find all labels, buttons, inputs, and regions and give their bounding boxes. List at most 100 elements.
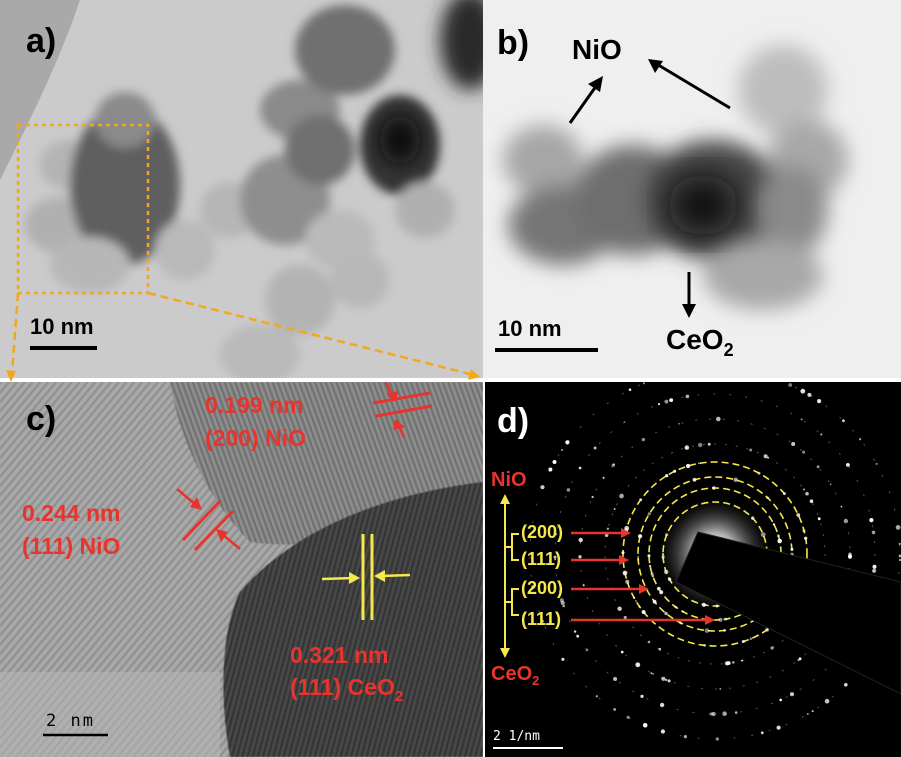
ceo2-plane: (111) CeO2 bbox=[290, 674, 403, 705]
diffraction-spot bbox=[660, 729, 665, 734]
diffraction-spot bbox=[817, 517, 821, 521]
diffraction-spot bbox=[665, 474, 669, 478]
panel-b-stem-image: b) NiO CeO2 10 nm bbox=[483, 0, 901, 378]
diffraction-spot bbox=[715, 737, 719, 741]
diffraction-spot bbox=[777, 534, 780, 537]
diffraction-spot bbox=[578, 555, 582, 559]
diffraction-spot bbox=[613, 708, 617, 711]
diffraction-spot bbox=[798, 657, 802, 661]
ring-label-3: (200) bbox=[521, 578, 564, 598]
diffraction-spot bbox=[667, 679, 671, 683]
diffraction-spot bbox=[665, 678, 668, 682]
panel-a-tem-image: a) 10 nm bbox=[0, 0, 483, 378]
diffraction-spot bbox=[591, 495, 594, 499]
diffraction-spot bbox=[659, 590, 664, 595]
diffraction-spot bbox=[642, 382, 645, 385]
diffraction-spot bbox=[602, 476, 605, 479]
diffraction-spot bbox=[663, 569, 669, 575]
diffraction-spot bbox=[802, 450, 806, 454]
diffraction-spot bbox=[777, 538, 782, 544]
diffraction-spot bbox=[741, 639, 745, 644]
diffraction-spot bbox=[661, 676, 666, 681]
panel-b-label: b) bbox=[497, 24, 530, 62]
diffraction-spot bbox=[760, 731, 764, 735]
diffraction-spot bbox=[685, 394, 690, 399]
diffraction-spot bbox=[650, 672, 653, 675]
diffraction-spot bbox=[619, 493, 624, 499]
diffraction-spot bbox=[712, 486, 716, 490]
diffraction-spot bbox=[669, 399, 671, 402]
diffraction-spot bbox=[664, 399, 669, 404]
diffraction-spot bbox=[640, 694, 644, 698]
diffraction-spot bbox=[772, 523, 776, 526]
panel-c-micrograph bbox=[0, 382, 483, 757]
diffraction-spot bbox=[638, 605, 641, 608]
scale-bar-label-b: 10 nm bbox=[498, 316, 562, 341]
diffraction-spot bbox=[659, 702, 665, 708]
d200-nio-value: 0.199 nm bbox=[205, 392, 304, 418]
diffraction-spot bbox=[635, 600, 637, 602]
diffraction-spot bbox=[716, 416, 721, 422]
diffraction-spot bbox=[844, 683, 848, 687]
diffraction-spot bbox=[541, 619, 544, 623]
diffraction-spot bbox=[625, 579, 630, 584]
panel-d-label: d) bbox=[497, 402, 530, 440]
diffraction-spot bbox=[797, 659, 800, 662]
diffraction-spot bbox=[578, 466, 582, 470]
diffraction-spot bbox=[875, 462, 878, 465]
diffraction-spot bbox=[757, 471, 761, 475]
diffraction-spot bbox=[578, 537, 583, 543]
diffraction-spot bbox=[623, 421, 626, 423]
diffraction-spot bbox=[898, 542, 901, 545]
diffraction-spot bbox=[734, 711, 738, 714]
diffraction-spot bbox=[641, 438, 645, 442]
diffraction-spot bbox=[788, 383, 793, 387]
panel-d-saed-pattern: d) NiO CeO2 (200) (111) (200) (111) 2 1/… bbox=[485, 382, 901, 757]
diffraction-spot bbox=[829, 483, 832, 486]
diffraction-spot bbox=[846, 463, 850, 467]
diffraction-spot bbox=[652, 599, 657, 604]
diffraction-spot bbox=[639, 498, 643, 502]
diffraction-spot bbox=[647, 512, 651, 516]
diffraction-spot bbox=[621, 551, 625, 555]
panel-a-label: a) bbox=[26, 22, 57, 60]
diffraction-spot bbox=[635, 662, 641, 668]
diffraction-spot bbox=[697, 462, 700, 465]
scale-bar-label-c: 2 nm bbox=[46, 711, 95, 731]
diffraction-spot bbox=[796, 513, 801, 517]
ceo2-label-b: CeO2 bbox=[666, 326, 734, 360]
diffraction-spot bbox=[585, 648, 589, 652]
diffraction-spot bbox=[711, 711, 716, 717]
diffraction-spot bbox=[606, 527, 610, 530]
diffraction-spot bbox=[751, 516, 755, 520]
diffraction-spot bbox=[573, 630, 577, 633]
d111-nio-plane: (111) NiO bbox=[22, 533, 121, 559]
diffraction-spot bbox=[703, 644, 706, 647]
diffraction-spot bbox=[871, 530, 876, 535]
diffraction-spot bbox=[622, 570, 628, 576]
diffraction-spot bbox=[658, 647, 662, 651]
diffraction-spot bbox=[667, 577, 672, 581]
diffraction-spot bbox=[800, 418, 803, 421]
diffraction-spot bbox=[637, 558, 640, 561]
diffraction-spot bbox=[561, 449, 563, 451]
ring-label-2: (111) bbox=[521, 549, 562, 569]
diffraction-spot bbox=[824, 698, 830, 704]
diffraction-spot bbox=[704, 628, 710, 633]
diffraction-spot bbox=[593, 446, 597, 450]
diffraction-spot bbox=[626, 715, 630, 719]
diffraction-spot bbox=[766, 496, 769, 499]
diffraction-spot bbox=[820, 433, 823, 436]
diffraction-spot bbox=[553, 555, 557, 559]
ceo2-plane-main: (111) CeO bbox=[290, 674, 395, 700]
diffraction-spot bbox=[805, 491, 809, 496]
diffraction-spot bbox=[643, 612, 646, 615]
diffraction-spot bbox=[576, 634, 580, 638]
diffraction-spot bbox=[673, 469, 677, 473]
diffraction-spot bbox=[709, 712, 713, 716]
diffraction-spot bbox=[873, 567, 876, 569]
diffraction-spot bbox=[647, 640, 651, 644]
diffraction-spot bbox=[807, 392, 812, 397]
diffraction-spot bbox=[719, 688, 722, 690]
diffraction-spot bbox=[804, 536, 808, 540]
